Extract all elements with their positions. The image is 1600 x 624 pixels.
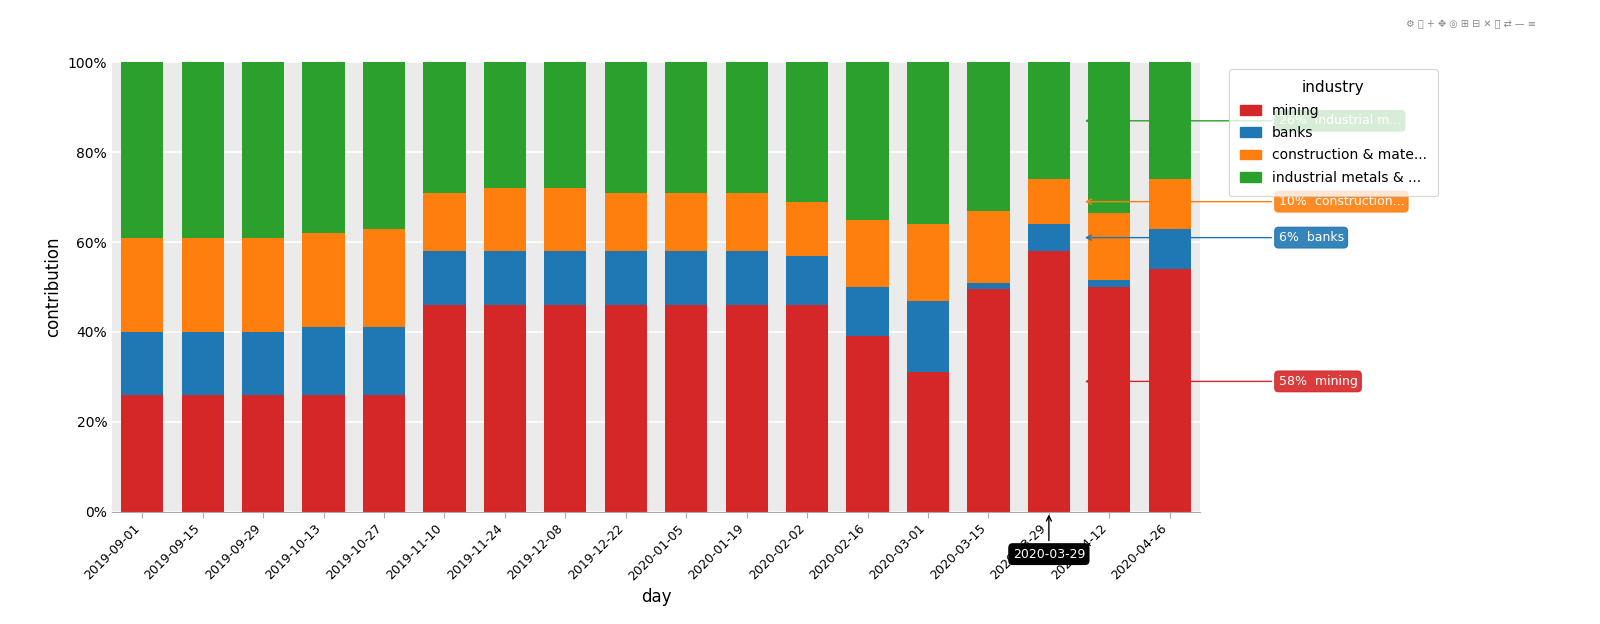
Bar xyxy=(302,328,344,395)
Bar xyxy=(907,224,949,301)
Bar xyxy=(786,62,829,202)
Legend: mining, banks, construction & mate..., industrial metals & ...: mining, banks, construction & mate..., i… xyxy=(1229,69,1438,196)
Bar xyxy=(483,305,526,512)
Bar xyxy=(968,283,1010,290)
Bar xyxy=(122,238,163,332)
Bar xyxy=(605,251,646,305)
Bar xyxy=(605,305,646,512)
Bar xyxy=(1088,62,1131,213)
Bar xyxy=(968,62,1010,212)
Bar xyxy=(122,395,163,512)
Bar xyxy=(605,62,646,193)
Bar xyxy=(1149,62,1190,179)
Bar xyxy=(1027,224,1070,251)
Bar xyxy=(1088,280,1131,287)
Bar xyxy=(242,238,285,332)
Bar xyxy=(544,251,587,305)
Y-axis label: contribution: contribution xyxy=(45,236,62,338)
Bar xyxy=(846,62,888,220)
Text: 10%  construction...: 10% construction... xyxy=(1086,195,1405,208)
Bar xyxy=(666,305,707,512)
Bar xyxy=(181,332,224,395)
Bar xyxy=(846,287,888,336)
Bar xyxy=(725,193,768,251)
Bar xyxy=(302,233,344,328)
Bar xyxy=(181,62,224,238)
Bar xyxy=(968,212,1010,283)
Bar xyxy=(363,328,405,395)
Bar xyxy=(483,62,526,188)
Bar xyxy=(122,332,163,395)
Bar xyxy=(363,62,405,228)
Bar xyxy=(725,251,768,305)
Bar xyxy=(846,220,888,287)
Text: 26%  industrial m...: 26% industrial m... xyxy=(1086,114,1402,127)
Text: ⚙ 🔍 + ✥ ◎ ⊞ ⊟ ✕ 🏠 ⇄ — ≡: ⚙ 🔍 + ✥ ◎ ⊞ ⊟ ✕ 🏠 ⇄ — ≡ xyxy=(1406,19,1536,29)
Bar xyxy=(181,395,224,512)
Bar xyxy=(725,305,768,512)
Bar xyxy=(302,395,344,512)
Text: 58%  mining: 58% mining xyxy=(1086,375,1357,388)
Bar xyxy=(666,62,707,193)
Bar xyxy=(181,238,224,332)
Bar xyxy=(1149,179,1190,228)
Bar xyxy=(1149,228,1190,269)
Bar xyxy=(424,193,466,251)
Bar xyxy=(544,188,587,251)
Bar xyxy=(1088,287,1131,512)
Bar xyxy=(483,251,526,305)
Bar xyxy=(907,62,949,224)
Bar xyxy=(424,305,466,512)
Bar xyxy=(666,193,707,251)
Bar xyxy=(242,62,285,238)
Bar xyxy=(242,332,285,395)
Bar xyxy=(786,256,829,305)
Bar xyxy=(786,305,829,512)
Bar xyxy=(907,373,949,512)
Bar xyxy=(846,336,888,512)
Bar xyxy=(424,62,466,193)
Bar xyxy=(242,395,285,512)
Bar xyxy=(483,188,526,251)
Bar xyxy=(544,305,587,512)
Bar xyxy=(725,62,768,193)
Bar xyxy=(1027,251,1070,512)
Bar xyxy=(1027,62,1070,179)
Bar xyxy=(363,395,405,512)
X-axis label: day: day xyxy=(640,588,672,606)
Bar xyxy=(302,62,344,233)
Bar xyxy=(907,301,949,373)
Bar xyxy=(363,228,405,328)
Bar xyxy=(1027,179,1070,224)
Bar xyxy=(786,202,829,256)
Text: 6%  banks: 6% banks xyxy=(1086,231,1344,244)
Bar xyxy=(1088,213,1131,280)
Bar xyxy=(122,62,163,238)
Bar xyxy=(1149,269,1190,512)
Bar xyxy=(424,251,466,305)
Bar xyxy=(544,62,587,188)
Bar xyxy=(666,251,707,305)
Text: 2020-03-29: 2020-03-29 xyxy=(1013,516,1085,560)
Bar xyxy=(968,290,1010,512)
Bar xyxy=(605,193,646,251)
